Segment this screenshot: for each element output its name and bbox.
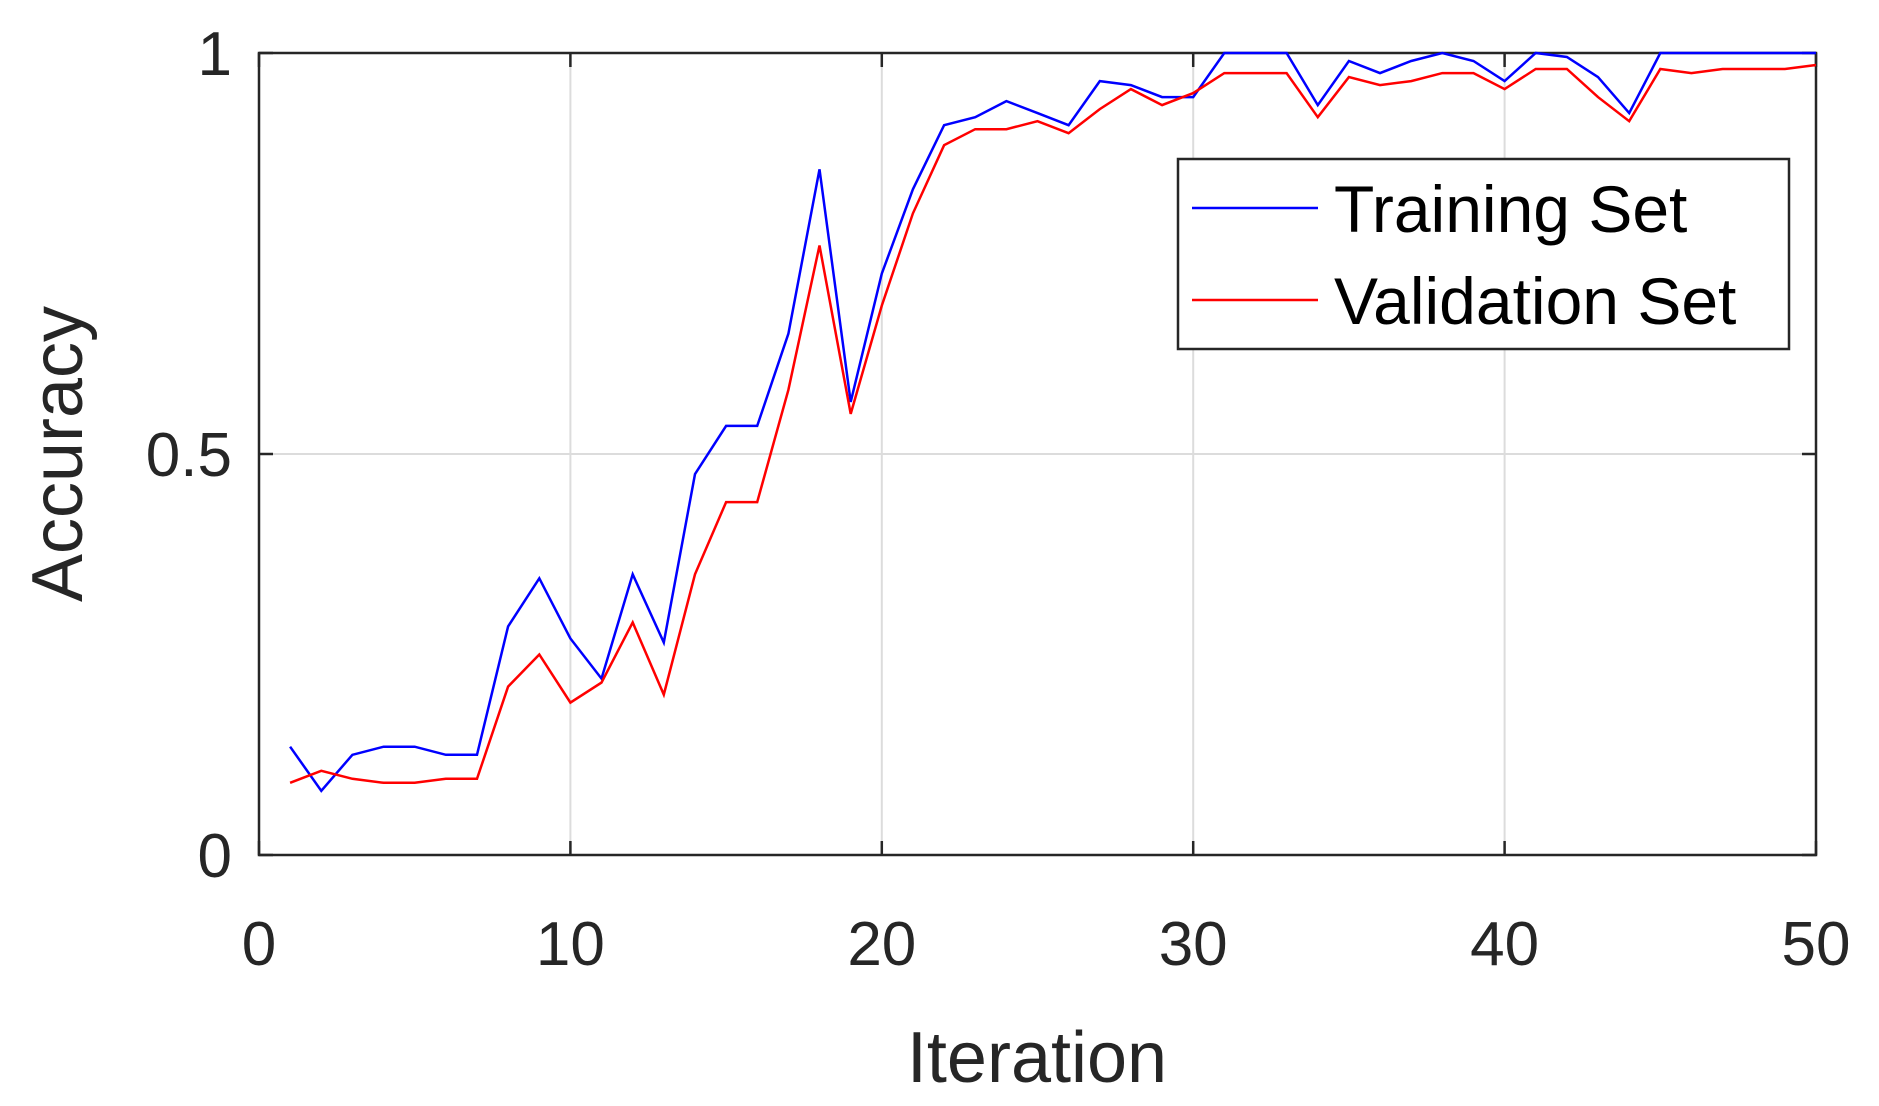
- legend-label-validation-set: Validation Set: [1334, 264, 1736, 338]
- x-tick-label: 10: [536, 910, 605, 979]
- x-axis-label: Iteration: [907, 1018, 1167, 1098]
- x-tick-label: 0: [242, 910, 276, 979]
- legend-label-training-set: Training Set: [1334, 172, 1687, 246]
- x-tick-labels: 0 10 20 30 40 50: [242, 910, 1851, 979]
- y-axis-label: Accuracy: [18, 306, 98, 602]
- x-tick-label: 40: [1470, 910, 1539, 979]
- x-tick-label: 20: [847, 910, 916, 979]
- legend: Training Set Validation Set: [1176, 157, 1791, 351]
- y-tick-label: 0: [198, 822, 232, 891]
- series-line-training-set: [289, 51, 1816, 793]
- x-tick-label: 50: [1782, 910, 1851, 979]
- series-line-validation-set: [289, 63, 1817, 785]
- y-tick-label: 0.5: [146, 421, 232, 490]
- series-layer: [289, 51, 1817, 793]
- legend-box: [1176, 157, 1791, 351]
- x-tick-label: 30: [1159, 910, 1228, 979]
- y-tick-label: 1: [198, 20, 232, 89]
- tick-marks: [257, 51, 1818, 857]
- y-tick-labels: 00.51: [146, 20, 232, 891]
